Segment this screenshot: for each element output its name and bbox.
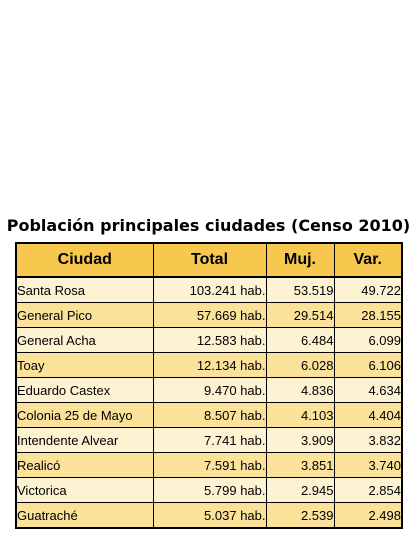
table-row: Santa Rosa 103.241 hab. 53.519 49.722 (15, 276, 403, 303)
table-row: Eduardo Castex 9.470 hab. 4.836 4.634 (15, 377, 403, 403)
men-cell: 4.404 (333, 402, 403, 428)
men-cell: 49.722 (333, 276, 403, 303)
population-table: Ciudad Total Muj. Var. Santa Rosa 103.24… (15, 242, 403, 529)
men-cell: 6.106 (333, 352, 403, 378)
table-title: Población principales ciudades (Censo 20… (6, 216, 411, 235)
total-cell: 103.241 hab. (152, 276, 267, 303)
table-row: General Acha 12.583 hab. 6.484 6.099 (15, 327, 403, 353)
table-row: Guatraché 5.037 hab. 2.539 2.498 (15, 502, 403, 529)
table-row: Realicó 7.591 hab. 3.851 3.740 (15, 452, 403, 478)
column-header-var: Var. (333, 242, 403, 278)
city-cell: Intendente Alvear (15, 427, 154, 453)
city-cell: Realicó (15, 452, 154, 478)
total-cell: 12.583 hab. (152, 327, 267, 353)
men-cell: 2.854 (333, 477, 403, 503)
table-row: Intendente Alvear 7.741 hab. 3.909 3.832 (15, 427, 403, 453)
total-cell: 9.470 hab. (152, 377, 267, 403)
city-cell: Eduardo Castex (15, 377, 154, 403)
women-cell: 2.539 (265, 502, 335, 529)
column-header-muj: Muj. (265, 242, 335, 278)
women-cell: 3.909 (265, 427, 335, 453)
total-cell: 57.669 hab. (152, 302, 267, 328)
total-cell: 7.741 hab. (152, 427, 267, 453)
city-cell: Santa Rosa (15, 276, 154, 303)
total-cell: 5.799 hab. (152, 477, 267, 503)
column-header-ciudad: Ciudad (15, 242, 154, 278)
table-row: Colonia 25 de Mayo 8.507 hab. 4.103 4.40… (15, 402, 403, 428)
women-cell: 4.836 (265, 377, 335, 403)
table-row: Victorica 5.799 hab. 2.945 2.854 (15, 477, 403, 503)
women-cell: 53.519 (265, 276, 335, 303)
city-cell: Colonia 25 de Mayo (15, 402, 154, 428)
header-row: Ciudad Total Muj. Var. (15, 242, 403, 278)
total-cell: 7.591 hab. (152, 452, 267, 478)
city-cell: General Pico (15, 302, 154, 328)
total-cell: 8.507 hab. (152, 402, 267, 428)
men-cell: 2.498 (333, 502, 403, 529)
men-cell: 4.634 (333, 377, 403, 403)
women-cell: 4.103 (265, 402, 335, 428)
women-cell: 6.028 (265, 352, 335, 378)
city-cell: General Acha (15, 327, 154, 353)
men-cell: 6.099 (333, 327, 403, 353)
men-cell: 3.832 (333, 427, 403, 453)
men-cell: 28.155 (333, 302, 403, 328)
total-cell: 12.134 hab. (152, 352, 267, 378)
women-cell: 29.514 (265, 302, 335, 328)
total-cell: 5.037 hab. (152, 502, 267, 529)
women-cell: 3.851 (265, 452, 335, 478)
table-row: General Pico 57.669 hab. 29.514 28.155 (15, 302, 403, 328)
women-cell: 2.945 (265, 477, 335, 503)
table-row: Toay 12.134 hab. 6.028 6.106 (15, 352, 403, 378)
men-cell: 3.740 (333, 452, 403, 478)
women-cell: 6.484 (265, 327, 335, 353)
city-cell: Guatraché (15, 502, 154, 529)
column-header-total: Total (152, 242, 267, 278)
city-cell: Victorica (15, 477, 154, 503)
city-cell: Toay (15, 352, 154, 378)
